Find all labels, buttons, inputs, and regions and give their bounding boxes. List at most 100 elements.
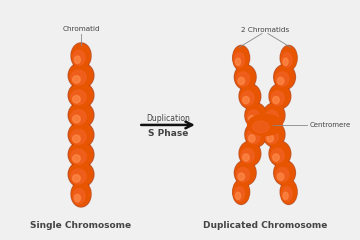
Ellipse shape	[273, 96, 279, 104]
Ellipse shape	[71, 110, 86, 125]
Ellipse shape	[71, 129, 86, 144]
Ellipse shape	[233, 45, 249, 70]
Ellipse shape	[233, 180, 249, 204]
Ellipse shape	[69, 64, 93, 87]
Ellipse shape	[248, 135, 255, 142]
Ellipse shape	[275, 161, 294, 184]
Ellipse shape	[265, 110, 278, 125]
Ellipse shape	[71, 43, 91, 69]
Ellipse shape	[235, 66, 255, 89]
Ellipse shape	[239, 141, 261, 166]
Ellipse shape	[73, 96, 80, 103]
Ellipse shape	[237, 72, 249, 86]
Ellipse shape	[233, 180, 249, 204]
Ellipse shape	[265, 129, 278, 144]
Ellipse shape	[269, 141, 291, 166]
Ellipse shape	[75, 194, 80, 202]
Ellipse shape	[239, 84, 261, 109]
Ellipse shape	[68, 82, 94, 108]
Text: 2 Chromatids: 2 Chromatids	[241, 27, 289, 33]
Ellipse shape	[72, 44, 90, 68]
Ellipse shape	[278, 77, 284, 84]
Ellipse shape	[71, 90, 86, 105]
Ellipse shape	[69, 84, 93, 107]
Ellipse shape	[68, 122, 94, 148]
Ellipse shape	[269, 84, 291, 109]
Ellipse shape	[247, 129, 260, 144]
Ellipse shape	[73, 174, 80, 182]
Ellipse shape	[263, 103, 285, 128]
Ellipse shape	[234, 53, 244, 67]
Ellipse shape	[73, 155, 80, 162]
Ellipse shape	[276, 168, 289, 182]
Ellipse shape	[233, 46, 249, 69]
Ellipse shape	[69, 162, 93, 186]
Ellipse shape	[68, 102, 94, 128]
Text: Single Chromosome: Single Chromosome	[31, 221, 132, 230]
Ellipse shape	[267, 115, 274, 123]
Ellipse shape	[73, 76, 80, 83]
Ellipse shape	[241, 148, 254, 163]
Ellipse shape	[71, 181, 91, 207]
Ellipse shape	[264, 123, 284, 146]
Ellipse shape	[270, 142, 290, 165]
Ellipse shape	[267, 135, 274, 142]
Ellipse shape	[241, 91, 254, 105]
Ellipse shape	[68, 142, 94, 168]
Ellipse shape	[234, 160, 256, 185]
Text: Duplicated Chromosome: Duplicated Chromosome	[203, 221, 327, 230]
Ellipse shape	[71, 169, 86, 184]
Ellipse shape	[280, 180, 297, 204]
Ellipse shape	[282, 187, 292, 201]
Ellipse shape	[240, 85, 260, 108]
Ellipse shape	[270, 85, 290, 108]
Ellipse shape	[234, 65, 256, 90]
Ellipse shape	[263, 122, 285, 147]
Ellipse shape	[246, 123, 266, 146]
Ellipse shape	[73, 50, 85, 65]
Ellipse shape	[264, 104, 284, 127]
Ellipse shape	[278, 173, 284, 180]
Ellipse shape	[283, 192, 288, 199]
Ellipse shape	[73, 189, 85, 204]
Ellipse shape	[282, 53, 292, 67]
Ellipse shape	[276, 72, 289, 86]
Ellipse shape	[240, 142, 260, 165]
Text: Centromere: Centromere	[309, 122, 351, 128]
Ellipse shape	[275, 66, 294, 89]
Ellipse shape	[248, 114, 282, 135]
Ellipse shape	[252, 121, 269, 133]
Ellipse shape	[73, 135, 80, 143]
Ellipse shape	[71, 149, 86, 164]
Ellipse shape	[238, 173, 244, 180]
Ellipse shape	[235, 161, 255, 184]
Ellipse shape	[274, 160, 296, 185]
Ellipse shape	[271, 91, 284, 105]
Ellipse shape	[69, 103, 93, 127]
Ellipse shape	[75, 56, 80, 63]
Ellipse shape	[280, 45, 297, 70]
Ellipse shape	[273, 154, 279, 161]
Ellipse shape	[73, 115, 80, 123]
Ellipse shape	[237, 168, 249, 182]
Ellipse shape	[248, 115, 255, 123]
Ellipse shape	[245, 103, 267, 128]
Text: Chromatid: Chromatid	[62, 26, 100, 32]
Ellipse shape	[281, 180, 297, 204]
Ellipse shape	[68, 63, 94, 88]
Ellipse shape	[238, 77, 244, 84]
Ellipse shape	[243, 96, 249, 104]
Ellipse shape	[234, 187, 244, 201]
Ellipse shape	[247, 110, 260, 125]
Ellipse shape	[283, 58, 288, 65]
Text: Duplication: Duplication	[146, 114, 190, 123]
Ellipse shape	[71, 70, 86, 85]
Ellipse shape	[68, 162, 94, 187]
Ellipse shape	[246, 104, 266, 127]
Ellipse shape	[69, 143, 93, 167]
Ellipse shape	[274, 65, 296, 90]
Text: S Phase: S Phase	[148, 129, 188, 138]
Ellipse shape	[235, 192, 240, 199]
Ellipse shape	[245, 122, 267, 147]
Ellipse shape	[69, 123, 93, 147]
